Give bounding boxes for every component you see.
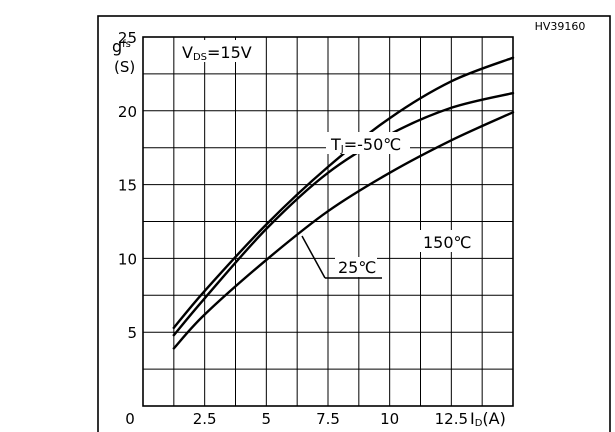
y-tick-label: 25 <box>118 29 137 47</box>
series-line-2 <box>172 111 515 350</box>
tick-labels: 0 2.5 5 7.5 10 12.5 5 10 15 20 25 <box>118 29 468 428</box>
y-axis-label: gfs <box>112 37 131 56</box>
condition-label-bg <box>177 40 265 62</box>
series-label-150c: 150℃ <box>423 233 472 252</box>
x-tick-label: 0 <box>125 410 135 428</box>
series-line-0 <box>172 56 515 329</box>
y-tick-label: 10 <box>118 250 137 268</box>
x-axis-label: ID(A) <box>470 409 506 429</box>
plot-area <box>142 36 514 407</box>
series-line-1 <box>172 91 515 337</box>
series-label-bg-25c <box>335 257 377 277</box>
series-label-bg-tj-neg50 <box>326 132 410 154</box>
x-tick-label: 5 <box>262 410 272 428</box>
figure-code: HV39160 <box>535 20 586 33</box>
x-tick-label: 12.5 <box>435 410 468 428</box>
x-tick-label: 10 <box>380 410 399 428</box>
series-label-tj-neg50: TJ=-50℃ <box>330 135 401 155</box>
grid <box>143 37 513 406</box>
x-tick-label: 2.5 <box>193 410 217 428</box>
curves <box>172 56 515 350</box>
series-label-25c-leader <box>301 235 326 279</box>
series-label-25c: 25℃ <box>338 258 376 277</box>
figure-frame <box>97 15 611 432</box>
series-label-bg-150c <box>420 230 472 252</box>
x-tick-label: 7.5 <box>316 410 340 428</box>
condition-label: VDS=15V <box>182 43 252 63</box>
y-axis-unit: (S) <box>114 58 135 76</box>
y-tick-label: 15 <box>118 177 137 195</box>
y-tick-label: 20 <box>118 103 137 121</box>
y-tick-label: 5 <box>127 324 137 342</box>
